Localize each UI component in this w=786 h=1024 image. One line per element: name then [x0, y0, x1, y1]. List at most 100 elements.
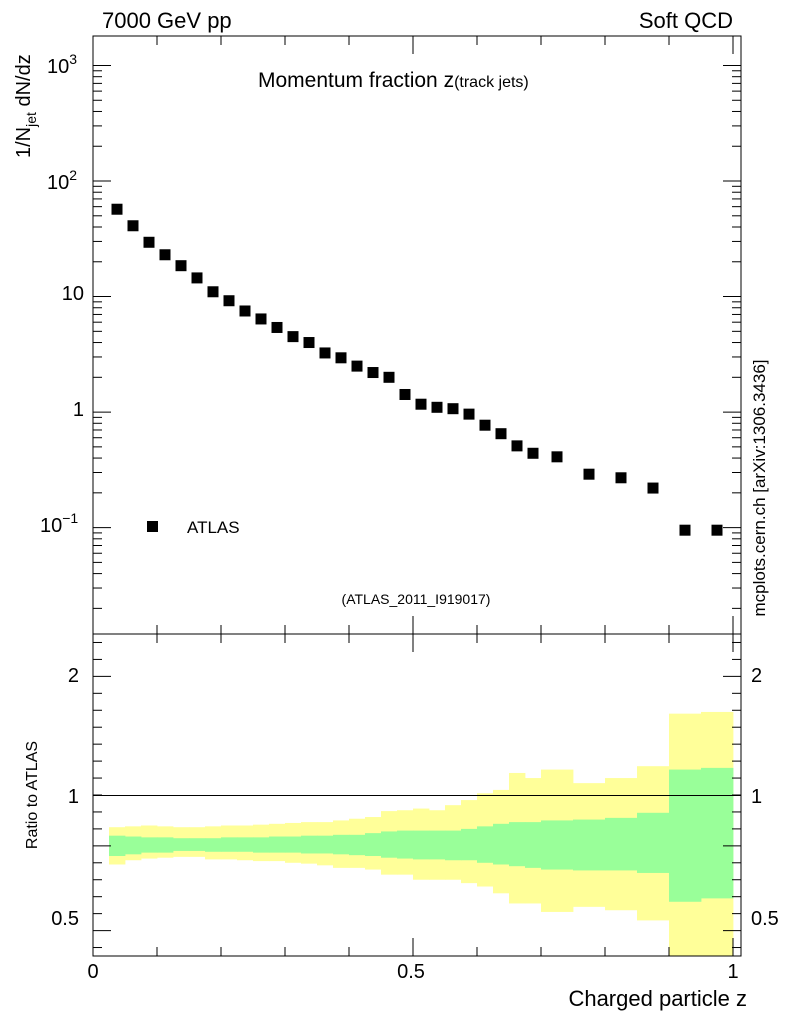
data-point-4 — [175, 260, 187, 272]
ratio-inner-band-bin-31 — [669, 769, 702, 902]
ratio-panel: Ratio to ATLAS 2 1 0.5 2 1 0.5 0 0.5 1 C… — [24, 633, 779, 1011]
x-tick-label-0: 0 — [87, 961, 98, 983]
y-tick-label-1e3-base: 10 — [47, 56, 69, 78]
ratio-inner-band-bin-21 — [445, 830, 462, 861]
data-point-13 — [319, 347, 331, 359]
main-title-text: Momentum fraction z — [258, 69, 454, 92]
y-tick-label-1e-1-exp: −1 — [62, 510, 78, 526]
data-point-27 — [551, 451, 563, 463]
ratio-inner-band-bin-28 — [573, 819, 606, 871]
x-tick-label-0-5: 0.5 — [397, 961, 425, 983]
ratio-inner-band-bin-19 — [413, 830, 430, 860]
main-title: Momentum fraction z(track jets) — [258, 69, 529, 92]
ratio-inner-band-bin-9 — [253, 837, 270, 853]
data-point-12 — [303, 337, 315, 349]
ratio-y-tick-label-0-5: 0.5 — [51, 908, 79, 930]
ratio-inner-band-bin-13 — [317, 835, 334, 854]
ratio-y-tick-label-1: 1 — [68, 786, 79, 808]
y-tick-label-10: 10 — [62, 283, 84, 305]
ratio-y-tick-label-2-right: 2 — [751, 665, 762, 687]
ratio-inner-band-bin-16 — [365, 833, 382, 857]
legend-marker-atlas — [147, 521, 158, 532]
ratio-inner-band-bin-23 — [477, 826, 494, 863]
main-axis-ticks — [92, 36, 741, 634]
main-y-axis-label: 1/Njet dN/dz — [13, 54, 39, 158]
y-tick-label-1: 1 — [73, 399, 84, 421]
data-point-26 — [527, 447, 539, 459]
data-point-16 — [367, 367, 379, 379]
ratio-inner-band-bin-20 — [429, 830, 446, 860]
data-point-10 — [271, 321, 283, 333]
data-point-28 — [583, 468, 595, 480]
ratio-inner-band-bin-7 — [221, 837, 238, 852]
y-tick-label-1e-1: 10−1 — [40, 510, 78, 537]
data-point-23 — [479, 419, 491, 431]
data-point-1 — [127, 220, 139, 232]
ratio-inner-band-bin-5 — [189, 838, 206, 851]
data-point-31 — [679, 524, 691, 536]
data-point-29 — [615, 472, 627, 484]
ratio-inner-band-bin-14 — [333, 834, 350, 855]
ratio-inner-band-bin-3 — [157, 837, 174, 853]
data-point-6 — [207, 286, 219, 298]
watermark: mcplots.cern.ch [arXiv:1306.3436] — [750, 359, 769, 616]
data-point-9 — [255, 313, 267, 325]
data-point-30 — [647, 482, 659, 494]
data-point-5 — [191, 272, 203, 284]
data-point-0 — [111, 203, 123, 215]
main-y-label-subscript: jet — [23, 112, 39, 128]
x-tick-label-1: 1 — [727, 961, 738, 983]
main-panel: Momentum fraction z(track jets) 1/Njet d… — [13, 35, 742, 635]
data-point-17 — [383, 371, 395, 383]
ratio-inner-band-bin-25 — [509, 822, 526, 867]
ratio-inner-band-bin-30 — [637, 812, 670, 873]
data-point-22 — [463, 408, 475, 420]
main-frame — [92, 35, 742, 635]
data-point-20 — [431, 401, 443, 413]
main-y-label-text: 1/N — [13, 127, 35, 158]
data-point-21 — [447, 403, 459, 415]
ratio-inner-band-bin-26 — [525, 822, 542, 868]
analysis-id: (ATLAS_2011_I919017) — [342, 591, 491, 607]
ratio-inner-band-bin-24 — [493, 823, 510, 865]
legend-label-atlas: ATLAS — [187, 518, 240, 537]
data-point-8 — [239, 305, 251, 317]
ratio-y-tick-label-1-right: 1 — [751, 786, 762, 808]
ratio-y-tick-label-0-5-right: 0.5 — [751, 908, 779, 930]
ratio-inner-band-bin-0 — [109, 835, 126, 857]
ratio-inner-band-bin-32 — [701, 767, 734, 899]
ratio-inner-band-bin-27 — [541, 820, 574, 870]
x-axis-label: Charged particle z — [568, 986, 747, 1011]
data-point-24 — [495, 428, 507, 440]
main-y-label-tail: dN/dz — [13, 54, 35, 112]
y-tick-label-1e3: 103 — [47, 51, 77, 78]
y-tick-label-1e2-exp: 2 — [69, 167, 77, 183]
y-tick-label-1e3-exp: 3 — [69, 51, 77, 67]
data-point-3 — [159, 249, 171, 261]
ratio-y-tick-label-2: 2 — [68, 665, 79, 687]
data-point-25 — [511, 440, 523, 452]
ratio-inner-band-bin-6 — [205, 838, 222, 852]
ratio-inner-band-bin-11 — [285, 836, 302, 853]
ratio-y-axis-label: Ratio to ATLAS — [24, 741, 41, 849]
main-data-markers — [111, 203, 723, 536]
y-tick-label-1e2: 102 — [47, 167, 77, 194]
data-point-32 — [711, 524, 723, 536]
ratio-inner-band-bin-29 — [605, 817, 638, 871]
ratio-inner-band-bin-22 — [461, 828, 478, 861]
data-point-2 — [143, 236, 155, 248]
data-point-11 — [287, 331, 299, 343]
data-point-18 — [399, 388, 411, 400]
data-point-7 — [223, 295, 235, 307]
y-tick-label-1e2-base: 10 — [47, 172, 69, 194]
ratio-inner-band-bin-17 — [381, 831, 398, 858]
data-point-19 — [415, 398, 427, 410]
ratio-inner-band-bin-12 — [301, 835, 318, 854]
ratio-inner-band-bin-10 — [269, 836, 286, 853]
ratio-inner-band-bin-8 — [237, 837, 254, 852]
ratio-frame — [92, 633, 742, 957]
y-tick-label-1e-1-base: 10 — [40, 515, 62, 537]
ratio-inner-band-bin-4 — [173, 838, 190, 851]
energy-label: 7000 GeV pp — [102, 8, 232, 33]
